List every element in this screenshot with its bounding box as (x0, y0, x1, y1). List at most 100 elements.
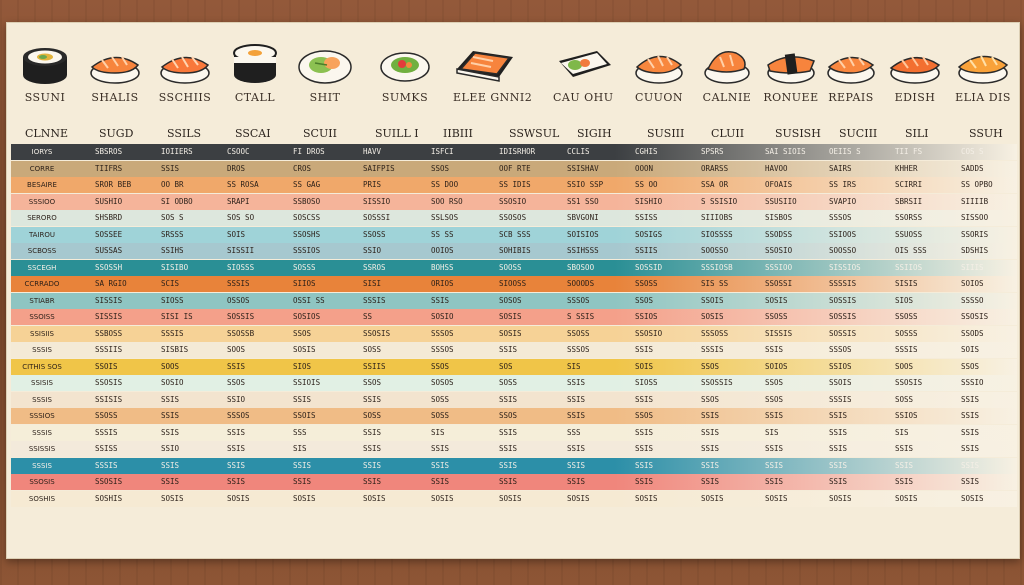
table-cell: SSISIS (95, 394, 123, 404)
table-cell: SSIHS (161, 246, 184, 255)
table-cell: SSIS (499, 345, 518, 354)
table-cell: SSIO (161, 444, 180, 453)
row-label: TAIROU (28, 230, 56, 239)
table-cell: SSIS (499, 427, 518, 437)
table-cell: SOOODS (567, 279, 595, 288)
table-cell: OOIOS (431, 246, 454, 255)
table-cell: SSOSIS (95, 477, 123, 486)
table-cell: SIS (293, 444, 307, 453)
table-cell: SUSSAS (95, 246, 123, 255)
table-cell: SSIIS (363, 361, 386, 371)
row-band (11, 325, 1017, 342)
table-row: SSSIOO SUSHIO SI ODBO SRAPI SSBOSO SISSIO SOO … (11, 193, 1017, 210)
row-label: SSISIS (31, 379, 53, 387)
table-cell: SSSIIS (95, 345, 123, 354)
table-cell: SIS SS (701, 279, 729, 288)
table-cell: SISSII (227, 246, 255, 255)
table-cell: SOSS (431, 394, 450, 404)
row-band (11, 243, 1017, 259)
sushi-icon-2: SHALIS (85, 43, 145, 104)
sushi-icon-12: REPAIS (821, 43, 881, 104)
table-cell: SSIIS (635, 246, 658, 255)
table-cell: SSIS (895, 477, 914, 486)
table-cell: SOSSSI (363, 213, 391, 222)
table-cell: SOS SO (227, 213, 255, 222)
table-cell: SSIS (765, 345, 784, 354)
table-cell: SSIOS (895, 411, 918, 420)
table-cell: SSIS (499, 394, 518, 404)
table-cell: SOOS (895, 361, 914, 371)
sushi-icon-11: RONUEE (761, 43, 821, 104)
row-band (11, 424, 1017, 441)
table-cell: SSIS (499, 477, 518, 486)
table-cell: SSLSOS (431, 213, 459, 222)
table-cell: SOSIS (635, 493, 658, 503)
row-label: SSSIS (32, 346, 52, 354)
column-header: SILI (905, 127, 929, 140)
table-cell: SSOSS (895, 312, 918, 321)
table-cell: SCB SSS (499, 229, 531, 239)
table-cell: SISI (363, 279, 382, 288)
table-cell: SOSIS (431, 493, 454, 503)
table-cell: SSOIS (829, 378, 852, 387)
table-cell: SSOS (293, 328, 312, 338)
table-row: SSSIOS SSOSS SSIS SSSOS SSOIS SOSS SOSS SSOS SSI… (11, 408, 1017, 424)
table-cell: SSOSOS (499, 213, 527, 222)
sushi-icon-label: SHALIS (91, 91, 139, 104)
table-cell: SISSIS (95, 312, 123, 321)
table-cell: SSIS (635, 477, 654, 486)
table-cell: S SSIS (567, 312, 595, 321)
table-cell: SOSSIS (829, 312, 857, 321)
table-cell: SSIS (363, 477, 382, 486)
table-cell: SISIS (895, 279, 918, 288)
table-row: SSSIS SSSIIS SISBIS SOOS SOSIS SOSS SSSOS SSIS S… (11, 342, 1017, 358)
table-cell: OSSI SS (293, 295, 325, 305)
table-cell: SSSOS (567, 345, 590, 354)
table-cell: SSIOOS (829, 229, 857, 239)
table-cell: CROS (293, 163, 312, 173)
row-band (11, 358, 1017, 375)
table-cell: SS1 SSO (567, 196, 599, 206)
sushi-icon-label: ELIA DIS (955, 91, 1011, 104)
table-cell: SSISS (635, 213, 658, 222)
table-cell: SA RGIO (95, 279, 127, 288)
table-cell: SSSIS (161, 328, 184, 338)
row-band (11, 210, 1017, 226)
table-cell: SOSS (363, 411, 382, 420)
sushi-icon-label: SSUNI (24, 91, 66, 104)
table-cell: SSIS (961, 477, 980, 486)
table-cell: SOISIOS (567, 229, 599, 239)
table-cell: SIIIIB (961, 196, 989, 206)
table-cell: SSIS (161, 163, 180, 173)
table-cell: SOSIS (161, 493, 184, 503)
table-row: SSSIS SSSIS SSIS SSIS SSS SSIS SIS SSIS SSS SSIS S… (11, 424, 1017, 441)
row-band (11, 408, 1017, 424)
table-row: CITHIS SOS SSOIS SOOS SSIS SIOS SSIIS SSOS SOS S… (11, 358, 1017, 375)
table-cell: KHHER (895, 163, 918, 173)
table-cell: SISIBO (161, 262, 189, 272)
sushi-icon-label: CTALL (234, 91, 276, 104)
table-cell: SOSSID (635, 262, 663, 272)
table-cell: SSOS (765, 394, 784, 404)
table-cell: SSIS (765, 460, 784, 470)
table-cell: SSBOSS (95, 328, 123, 338)
table-cell: SSSOS (829, 345, 852, 354)
table-row: SSSIS SSISIS SSIS SSIO SSIS SSIS SOSS SSIS SSIS S… (11, 391, 1017, 408)
row-label: SSISIIS (30, 329, 54, 338)
table-cell: SIIIS (961, 262, 984, 272)
table-cell: SOSIS (293, 345, 316, 354)
table-cell: SOSSS (895, 328, 918, 338)
row-band (11, 490, 1017, 507)
table-cell: SSIS (635, 427, 654, 437)
table-cell: S SSISIO (701, 196, 738, 206)
table-cell: SSIS (635, 394, 654, 404)
column-header: SSWSUL (509, 127, 560, 140)
table-cell: SISHIO (635, 196, 663, 206)
table-cell: SISSOO (961, 213, 989, 222)
table-cell: SSISS (95, 444, 118, 453)
table-cell: SOSIS (363, 493, 386, 503)
table-cell: SSIS (567, 411, 586, 420)
table-cell: SSIS (895, 444, 914, 453)
table-cell: SISSIS (765, 328, 793, 338)
table-cell: SSSIO (961, 378, 984, 387)
